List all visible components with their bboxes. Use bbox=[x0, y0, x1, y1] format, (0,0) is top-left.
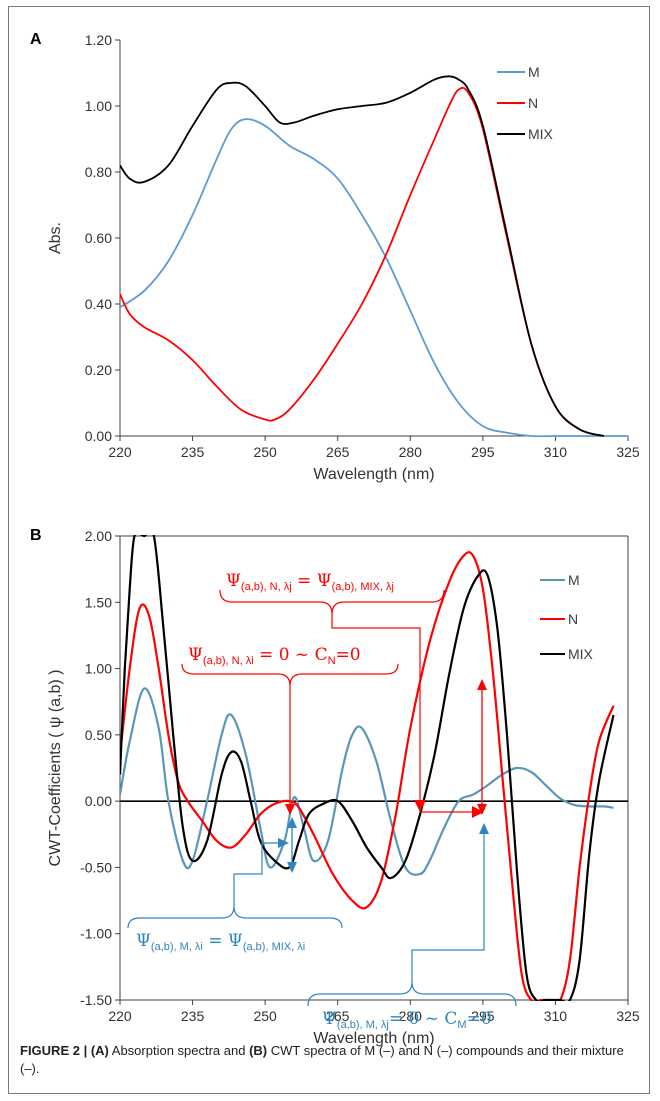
chart-a-ytick-label: 1.00 bbox=[85, 98, 112, 114]
annotation-top-red: Ψ(a,b), N, λj = Ψ(a,b), MIX, λj bbox=[226, 571, 394, 593]
chart-a-xtick-label: 310 bbox=[544, 444, 568, 460]
leader-top-red bbox=[331, 614, 421, 802]
chart-b-xtick-label: 220 bbox=[108, 1008, 132, 1024]
chart-b-xtick-label: 325 bbox=[616, 1008, 640, 1024]
leader-blue-left bbox=[233, 842, 280, 906]
chart-b-ytick-label: 1.50 bbox=[85, 594, 112, 610]
panel-b: B -1.50 -1.00 -0.50 0.00 0.50 1.00 1.50 2.00 220… bbox=[30, 527, 640, 1047]
brace-blue-left bbox=[127, 905, 343, 929]
figure-frame bbox=[8, 6, 650, 1094]
brace-mid-red bbox=[181, 663, 399, 687]
chart-b-ytick-label: 2.00 bbox=[85, 528, 112, 544]
arrowhead-mid-red bbox=[285, 804, 295, 815]
legend-b-n-label: N bbox=[568, 611, 578, 627]
chart-a-series-mix-line bbox=[120, 75, 605, 437]
chart-a-x-title: Wavelength (nm) bbox=[313, 466, 434, 483]
panel-b-axes: -1.50 -1.00 -0.50 0.00 0.50 1.00 1.50 2.00 220 23… bbox=[47, 528, 640, 1047]
chart-a-xtick-label: 325 bbox=[616, 444, 640, 460]
caption-b-label: (B) bbox=[249, 1043, 268, 1058]
chart-a-xtick-label: 280 bbox=[399, 444, 423, 460]
brace-blue-right bbox=[307, 981, 517, 1007]
figure-caption: FIGURE 2 | (A) Absorption spectra and (B… bbox=[20, 1042, 640, 1078]
arrowhead-blue-up bbox=[287, 817, 297, 828]
caption-text-2: CWT spectra of M (–) and N (–) compounds… bbox=[20, 1043, 624, 1076]
chart-a-ytick-label: 0.60 bbox=[85, 230, 112, 246]
chart-a-y-title: Abs. bbox=[47, 222, 64, 254]
leader-blue-right bbox=[411, 830, 485, 982]
panel-b-legend: M N MIX bbox=[540, 572, 594, 662]
chart-b-xtick-label: 295 bbox=[471, 1008, 495, 1024]
annotation-mid-red: Ψ(a,b), N, λi = 0 ~ CN=0 bbox=[188, 645, 361, 667]
chart-a-xtick-label: 220 bbox=[108, 444, 132, 460]
chart-a-ytick-label: 0.80 bbox=[85, 164, 112, 180]
arrowhead-blue-right bbox=[479, 823, 489, 834]
arrowhead-top-red bbox=[414, 800, 426, 812]
legend-a-mix-label: MIX bbox=[528, 126, 554, 142]
chart-b-ytick-label: 0.50 bbox=[85, 727, 112, 743]
caption-figure-label: FIGURE 2 | bbox=[20, 1043, 88, 1058]
chart-a-ytick-label: 0.00 bbox=[85, 428, 112, 444]
arrowhead-blue-left bbox=[278, 838, 289, 848]
annotation-blue-right: Ψ(a,b), M, λj= 0 ~ CM=0 bbox=[322, 1009, 492, 1031]
chart-a-xtick-label: 295 bbox=[471, 444, 495, 460]
chart-b-xtick-label: 235 bbox=[181, 1008, 205, 1024]
panel-b-letter: B bbox=[30, 527, 42, 544]
legend-b-m-label: M bbox=[568, 572, 580, 588]
chart-b-y-title: CWT-Coefficients ( ψ (a,b) ) bbox=[47, 670, 64, 867]
legend-b-mix-label: MIX bbox=[568, 646, 594, 662]
panel-b-series bbox=[120, 535, 615, 1001]
chart-a-xtick-label: 250 bbox=[253, 444, 277, 460]
chart-b-xtick-label: 280 bbox=[399, 1008, 423, 1024]
caption-text-1: Absorption spectra and bbox=[108, 1043, 250, 1058]
annotation-blue-left: Ψ(a,b), M, λi = Ψ(a,b), MIX, λi bbox=[136, 931, 305, 953]
chart-a-ytick-label: 1.20 bbox=[85, 32, 112, 48]
caption-a-label: (A) bbox=[90, 1043, 109, 1058]
panel-b-annotations: Ψ(a,b), N, λj = Ψ(a,b), MIX, λj Ψ(a,b), … bbox=[127, 571, 517, 1031]
chart-b-xtick-label: 250 bbox=[253, 1008, 277, 1024]
chart-b-ytick-label: 0.00 bbox=[85, 793, 112, 809]
chart-a-ytick-label: 0.20 bbox=[85, 362, 112, 378]
chart-a-xtick-label: 265 bbox=[326, 444, 350, 460]
legend-a-n-label: N bbox=[528, 95, 538, 111]
legend-a-m-label: M bbox=[528, 64, 540, 80]
arrowhead-red-down bbox=[477, 804, 487, 815]
panel-a-letter: A bbox=[30, 31, 42, 48]
chart-a-series-m-line bbox=[120, 118, 628, 437]
arrowhead-blue-down bbox=[287, 862, 297, 873]
chart-a-ytick-label: 0.40 bbox=[85, 296, 112, 312]
chart-b-xtick-label: 265 bbox=[326, 1008, 350, 1024]
chart-b-series-mix-line bbox=[120, 535, 615, 1001]
brace-top-red bbox=[219, 589, 445, 615]
chart-b-ytick-label: 1.00 bbox=[85, 661, 112, 677]
arrowhead-top-red-right bbox=[472, 806, 484, 818]
chart-b-x-title: Wavelength (nm) bbox=[313, 1030, 434, 1047]
arrowhead-red-up bbox=[477, 679, 487, 690]
chart-b-ytick-label: -0.50 bbox=[80, 859, 112, 875]
chart-a-xtick-label: 235 bbox=[181, 444, 205, 460]
chart-b-series-m-line bbox=[120, 687, 614, 876]
chart-b-ytick-label: -1.00 bbox=[80, 926, 112, 942]
panel-a-axes: 0.00 0.20 0.40 0.60 0.80 1.00 1.20 220 235 250 265… bbox=[47, 32, 640, 483]
chart-b-xtick-label: 310 bbox=[544, 1008, 568, 1024]
chart-b-ytick-label: -1.50 bbox=[80, 992, 112, 1008]
panel-a-legend: M N MIX bbox=[497, 64, 554, 142]
panel-a-series bbox=[120, 75, 628, 437]
panel-a: A 0.00 0.20 0.40 0.60 0.80 1.00 1.20 220 235 250 2… bbox=[30, 31, 640, 483]
